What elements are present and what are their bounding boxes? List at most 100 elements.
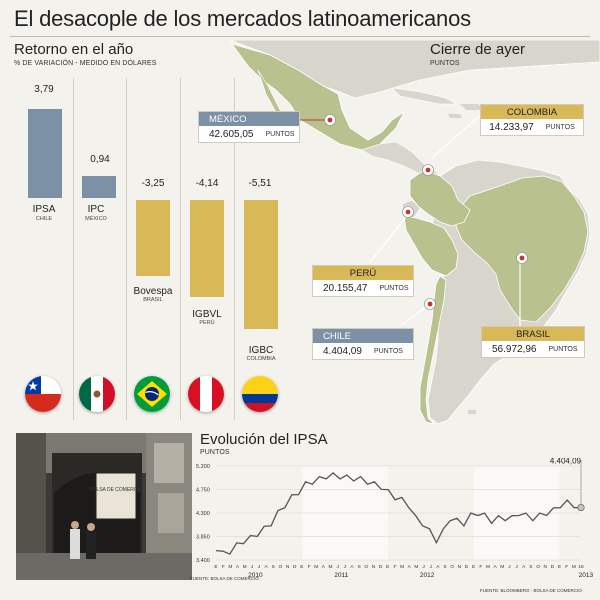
x-month-label: S xyxy=(358,564,361,570)
column-divider xyxy=(180,78,181,420)
latin-america-map xyxy=(229,40,600,425)
x-month-label: J xyxy=(344,564,347,570)
close-box-value: 4.404,09 xyxy=(323,345,362,357)
close-box-value: 14.233,97 xyxy=(489,121,534,133)
y-tick-label: 4.750 xyxy=(196,488,210,494)
x-month-label: M xyxy=(500,564,504,570)
chart-title: Evolución del IPSA xyxy=(200,431,328,448)
peru-connector xyxy=(369,211,411,263)
close-box-unit: PUNTOS xyxy=(373,347,403,355)
x-month-label: E xyxy=(300,564,303,570)
x-month-label: S xyxy=(443,564,446,570)
y-tick-label: 3.400 xyxy=(196,558,210,564)
index-name-igbc: IGBC xyxy=(248,345,274,356)
close-box-value: 42.605,05 xyxy=(209,128,254,140)
chart-ylabel: PUNTOS xyxy=(200,449,230,456)
close-box-peru: PERÚ 20.155,47 PUNTOS xyxy=(312,265,414,297)
x-month-label: A xyxy=(236,564,240,570)
x-month-label: N xyxy=(543,564,547,570)
close-box-name: MÉXICO xyxy=(199,112,299,126)
x-month-label: S xyxy=(272,564,275,570)
bar-igbvl xyxy=(190,200,224,298)
x-month-label: O xyxy=(536,564,540,570)
peru-land xyxy=(403,215,459,277)
bar-bovespa xyxy=(136,200,170,277)
x-month-label: D xyxy=(551,564,555,570)
bar-value-igbc: -5,51 xyxy=(248,178,272,189)
photo-sign-text: BOLSA DE COMERCIO xyxy=(89,487,143,493)
returns-heading: Retorno en el año xyxy=(14,41,134,58)
close-box-name: CHILE xyxy=(313,329,413,343)
y-tick-label: 5.200 xyxy=(196,464,210,470)
x-month-label: J xyxy=(430,564,433,570)
x-month-label: O xyxy=(279,564,283,570)
y-tick-label: 4.300 xyxy=(196,511,210,517)
brazil-flag-icon xyxy=(134,376,170,412)
photo-source: FUENTE: BOLSA DE COMERCIO xyxy=(190,576,259,581)
index-name-ipc: IPC xyxy=(87,204,105,215)
x-month-label: A xyxy=(522,564,526,570)
x-month-label: J xyxy=(258,564,261,570)
x-month-label: M xyxy=(243,564,247,570)
bar-value-ipc: 0,94 xyxy=(90,154,110,165)
marker-chile xyxy=(424,298,436,310)
x-year-label: 2013 xyxy=(579,572,594,579)
x-month-label: J xyxy=(251,564,254,570)
column-divider xyxy=(73,78,74,420)
close-box-value: 20.155,47 xyxy=(323,282,368,294)
x-month-label: F xyxy=(308,564,311,570)
x-month-label: D xyxy=(293,564,297,570)
marker-peru xyxy=(402,206,414,218)
x-month-label: D xyxy=(379,564,383,570)
last-value-marker xyxy=(577,503,585,512)
close-box-unit: PUNTOS xyxy=(545,123,575,131)
bar-ipc xyxy=(82,175,116,198)
x-month-label: A xyxy=(494,564,498,570)
index-name-bovespa: Bovespa xyxy=(133,286,173,297)
ipsa-series-line xyxy=(215,472,582,555)
bar-value-bovespa: -3,25 xyxy=(141,178,165,189)
x-month-label: M xyxy=(572,564,576,570)
x-month-label: F xyxy=(479,564,482,570)
close-box-name: COLOMBIA xyxy=(481,105,583,119)
colombia-connector xyxy=(431,111,485,159)
marker-brasil xyxy=(516,252,528,264)
index-country-ipsa: CHILE xyxy=(35,216,53,222)
mexico-land xyxy=(230,43,406,151)
column-divider xyxy=(234,78,235,420)
index-country-igbvl: PERÚ xyxy=(199,320,215,326)
bar-ipsa xyxy=(28,108,62,198)
marker-colombia xyxy=(422,164,434,176)
chart-source: FUENTE: BLOOMBERG - BOLSA DE COMERCIO xyxy=(480,588,582,593)
x-year-label: 2010 xyxy=(248,572,263,579)
marker-mexico xyxy=(324,114,336,126)
x-month-label: F xyxy=(222,564,225,570)
x-month-label: A xyxy=(408,564,412,570)
x-month-label: A xyxy=(436,564,440,570)
x-month-label: A xyxy=(264,564,268,570)
close-box-unit: PUNTOS xyxy=(379,284,409,292)
x-month-label: M xyxy=(414,564,418,570)
x-month-label: E xyxy=(558,564,561,570)
stock-exchange-photo: BOLSA DE COMERCIO xyxy=(16,433,192,580)
x-month-label: M xyxy=(314,564,318,570)
index-name-igbvl: IGBVL xyxy=(192,309,222,320)
close-box-unit: PUNTOS xyxy=(548,345,578,353)
mexico-flag-icon xyxy=(79,376,115,412)
close-box-mexico: MÉXICO 42.605,05 PUNTOS xyxy=(198,111,300,143)
peru-flag-icon xyxy=(188,376,224,412)
x-month-label: F xyxy=(393,564,396,570)
x-month-label: J xyxy=(336,564,339,570)
x-month-label: N xyxy=(372,564,376,570)
brazil-land xyxy=(455,175,589,323)
index-country-bovespa: BRASIL xyxy=(143,297,163,303)
x-month-label: O xyxy=(364,564,368,570)
x-month-label: J xyxy=(422,564,425,570)
close-box-name: PERÚ xyxy=(313,266,413,280)
x-month-label: J xyxy=(515,564,518,570)
close-heading: Cierre de ayer xyxy=(430,41,526,58)
colombia-flag-icon xyxy=(242,376,278,412)
x-month-label: E xyxy=(472,564,475,570)
